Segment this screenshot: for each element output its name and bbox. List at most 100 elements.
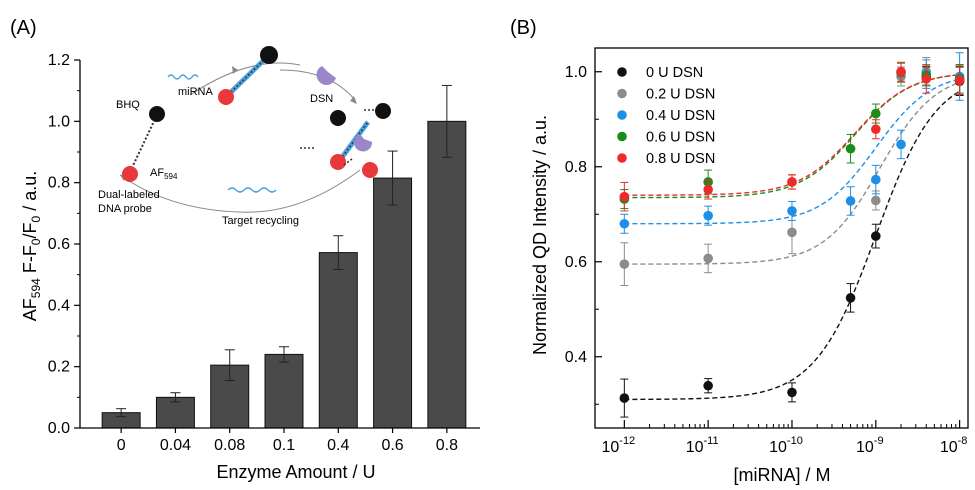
arrow-head-icon <box>350 96 357 104</box>
scheme-arc-bottom <box>119 169 361 213</box>
tick-base: 10 <box>601 439 619 456</box>
bar-0.6 <box>373 177 413 429</box>
data-point-series-0 <box>619 393 630 403</box>
label-mirna: miRNA <box>178 86 213 98</box>
quencher-icon <box>330 110 346 126</box>
data-point-series-3 <box>870 108 881 119</box>
panel-a-xtick-label: 0.8 <box>436 437 458 454</box>
bar-0.4 <box>318 252 358 429</box>
bar-0.1 <box>264 353 304 429</box>
panel-b-xtick-label: 10-11 <box>686 435 719 456</box>
legend-label-0: 0 U DSN <box>646 65 703 81</box>
panel-a-ytick-label: 0.4 <box>48 297 70 314</box>
panel-a-ytick-label: 0.2 <box>48 359 70 376</box>
tick-exponent: -10 <box>787 435 803 447</box>
legend-marker-4 <box>617 153 627 163</box>
panel-b-xtick-label: 10-10 <box>769 435 803 456</box>
fluorophore-icon <box>362 162 378 178</box>
data-point-series-4 <box>619 191 630 202</box>
cleaved-fragment <box>343 158 353 166</box>
mirna-icon <box>167 74 199 80</box>
panel-a-label: (A) <box>10 17 37 39</box>
data-point-series-0 <box>845 293 856 303</box>
label-bhq: BHQ <box>116 99 140 111</box>
data-point-series-2 <box>845 196 856 206</box>
data-point-series-0 <box>787 387 797 398</box>
label-recycling: Target recycling <box>222 215 299 227</box>
quencher-icon <box>375 103 391 119</box>
panel-a-xtick-label: 0.4 <box>327 437 349 454</box>
tick-base: 10 <box>769 439 787 456</box>
panel-a-ticks: 0.0 0.2 0.4 0.6 0.8 1.0 1.2 0 0.04 0.08 0.1 0.4 0.6 0… <box>48 52 458 454</box>
panel-b-ytick-label: 1.0 <box>565 64 587 81</box>
data-point-series-4 <box>896 66 906 77</box>
panel-b-ytick-label: 0.4 <box>565 349 587 366</box>
data-point-series-2 <box>787 206 797 216</box>
data-point-series-1 <box>787 227 797 238</box>
tick-exponent: -8 <box>958 435 968 447</box>
data-point-series-4 <box>703 184 713 195</box>
tick-base: 10 <box>940 439 958 456</box>
legend-label-2: 0.4 U DSN <box>646 108 715 124</box>
legend-label-3: 0.6 U DSN <box>646 130 715 146</box>
data-point-series-4 <box>954 75 965 86</box>
panel-a-xlabel: Enzyme Amount / U <box>216 462 375 482</box>
quencher-icon <box>260 46 278 64</box>
legend-label-1: 0.2 U DSN <box>646 87 715 103</box>
inset-scheme: BHQ AF594 Dual-labeled DNA probe miRNA D… <box>98 46 391 227</box>
panel-b-xtick-label: 10-9 <box>856 435 884 456</box>
panel-b-xtick-label: 10-8 <box>940 435 968 456</box>
panel-b-ylabel: Normalized QD Intensity / a.u. <box>530 115 550 355</box>
panel-a-xtick-label: 0 <box>117 437 126 454</box>
label-probe-1: Dual-labeled <box>98 189 160 201</box>
fluorophore-icon <box>122 166 138 182</box>
data-point-series-2 <box>896 139 906 150</box>
data-point-series-4 <box>921 74 932 84</box>
label-probe-2: DNA probe <box>98 203 152 215</box>
legend-marker-2 <box>617 110 627 120</box>
quencher-icon <box>149 106 165 122</box>
panel-b-ytick-label: 0.6 <box>565 254 587 271</box>
panel-b: (B) 0.40.60.81.010-12 10-11 10-10 10-9 10-8 … <box>510 17 969 485</box>
tick-base: 10 <box>686 439 704 456</box>
legend-marker-0 <box>617 67 627 77</box>
arrow-head-icon <box>232 66 238 74</box>
fit-curve-series-1 <box>624 81 960 265</box>
panel-b-frame <box>594 47 969 429</box>
panel-a-ytick-label: 1.0 <box>48 113 70 130</box>
panel-a-ytick-label: 0.6 <box>48 236 70 253</box>
panel-a: (A) 0.0 0.2 0.4 0.6 0.8 1.0 1.2 0 0.04 0.08 0.1 0.4… <box>10 17 480 482</box>
dsn-icon <box>354 134 373 152</box>
tick-base: 10 <box>856 439 874 456</box>
panel-a-xtick-label: 0.08 <box>214 437 245 454</box>
bar-0.8 <box>427 120 467 429</box>
label-af: AF594 <box>150 167 178 181</box>
data-point-series-1 <box>703 253 713 264</box>
tick-exponent: -9 <box>874 435 884 447</box>
panel-b-points <box>619 52 965 418</box>
panel-b-xlabel: [miRNA] / M <box>734 465 831 485</box>
tick-exponent: -11 <box>704 435 719 447</box>
panel-b-ticks: 0.40.60.81.010-12 10-11 10-10 10-9 10-8 <box>565 64 968 456</box>
panel-a-ylabel: AF594 F-F0/F0 / a.u. <box>20 171 43 321</box>
data-point-series-1 <box>619 259 630 269</box>
legend-marker-3 <box>617 131 627 142</box>
panel-a-xtick-label: 0.04 <box>160 437 191 454</box>
panel-b-axes <box>594 47 969 429</box>
data-point-series-4 <box>870 124 881 135</box>
fluorophore-icon <box>218 89 234 105</box>
data-point-series-2 <box>870 174 881 185</box>
tick-exponent: -12 <box>619 435 635 447</box>
fit-curve-series-0 <box>624 90 960 401</box>
data-point-series-2 <box>619 218 630 229</box>
probe-strand <box>129 116 157 173</box>
duplex-icon <box>337 120 371 162</box>
duplex-strand <box>227 57 267 96</box>
mirna-icon <box>227 187 277 193</box>
data-point-series-3 <box>845 143 856 154</box>
panel-b-ytick-label: 0.8 <box>565 159 587 176</box>
panel-a-ytick-label: 0.0 <box>48 420 70 437</box>
scheme-arc-top-left <box>189 62 301 96</box>
panel-b-xtick-label: 10-12 <box>601 435 635 456</box>
